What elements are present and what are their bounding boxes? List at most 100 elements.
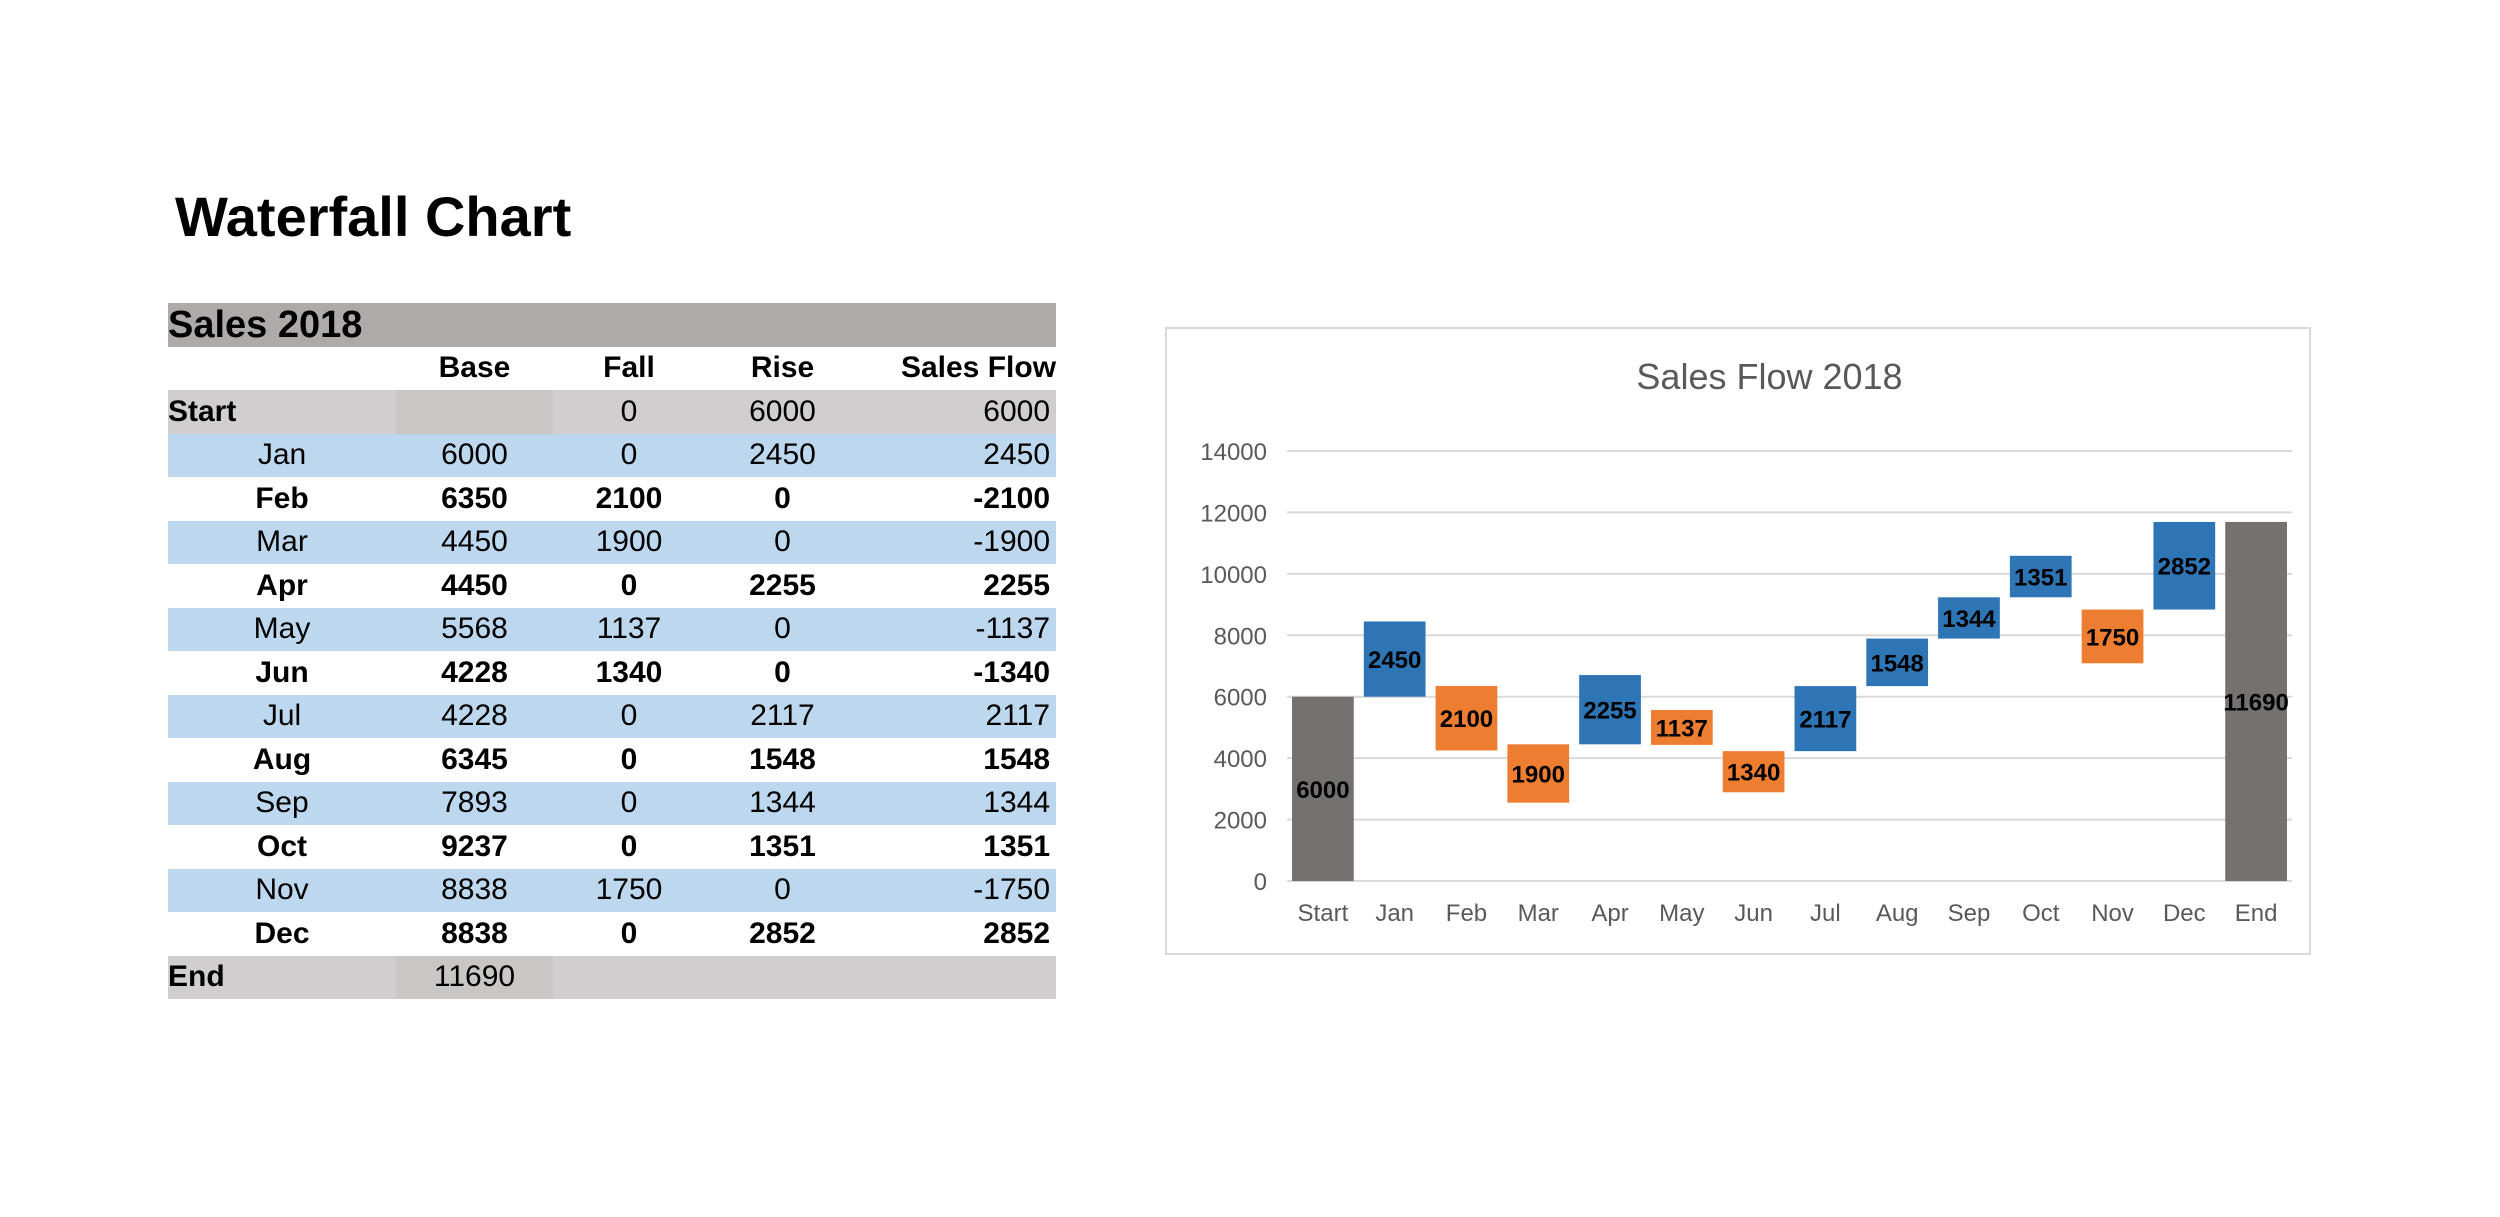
base-cell: 6345 bbox=[396, 738, 553, 782]
sales-flow-cell: -1340 bbox=[860, 651, 1057, 695]
data-label: 1351 bbox=[2014, 565, 2067, 592]
sales-flow-cell: 2117 bbox=[860, 694, 1057, 738]
x-tick-label: Feb bbox=[1446, 900, 1487, 927]
data-label: 2117 bbox=[1799, 707, 1851, 734]
y-tick-label: 0 bbox=[1254, 869, 1267, 896]
x-tick-label: End bbox=[2235, 900, 2278, 927]
y-tick-label: 4000 bbox=[1214, 746, 1267, 773]
table-row: Dec 8838 0 2852 2852 bbox=[168, 912, 1057, 956]
sales-flow-cell: 1548 bbox=[860, 738, 1057, 782]
bar bbox=[1435, 685, 1498, 751]
table-row: Apr 4450 0 2255 2255 bbox=[168, 564, 1057, 608]
fall-cell: 0 bbox=[553, 825, 705, 869]
y-tick-label: 12000 bbox=[1200, 500, 1267, 527]
month-cell: Apr bbox=[168, 564, 396, 608]
rise-cell: 2117 bbox=[705, 694, 860, 738]
data-label: 1750 bbox=[2086, 624, 2139, 651]
sales-table: Sales 2018 Base Fall Rise Sales Flow Sta… bbox=[168, 303, 1057, 999]
bar bbox=[2081, 609, 2144, 664]
bar bbox=[1507, 744, 1570, 803]
x-tick-label: Start bbox=[1298, 900, 1349, 927]
sales-flow-cell: 1344 bbox=[860, 781, 1057, 825]
fall-cell: 1137 bbox=[553, 607, 705, 651]
data-label: 2450 bbox=[1368, 647, 1421, 674]
column-header-sales-flow: Sales Flow bbox=[900, 351, 1057, 385]
month-cell: Aug bbox=[168, 738, 396, 782]
rise-cell: 2852 bbox=[705, 912, 860, 956]
rise-cell: 0 bbox=[705, 607, 860, 651]
column-header-blank bbox=[168, 347, 396, 391]
rise-cell: 1344 bbox=[705, 781, 860, 825]
column-header-rise: Rise bbox=[750, 351, 815, 385]
bar bbox=[1866, 638, 1929, 687]
sales-flow-cell: 1351 bbox=[860, 825, 1057, 869]
bar bbox=[2225, 521, 2287, 881]
fall-cell: 0 bbox=[553, 694, 705, 738]
fall-cell: 0 bbox=[553, 912, 705, 956]
table-title-row: Sales 2018 bbox=[168, 303, 1057, 347]
table-row: Nov 8838 1750 0 -1750 bbox=[168, 868, 1057, 912]
row-label: End bbox=[168, 955, 396, 999]
x-tick-label: Nov bbox=[2091, 900, 2134, 927]
bar bbox=[1292, 696, 1354, 881]
base-cell: 4450 bbox=[396, 520, 553, 564]
data-label: 2852 bbox=[2158, 554, 2211, 581]
fall-cell: 1900 bbox=[553, 520, 705, 564]
sales-flow-cell: 2255 bbox=[860, 564, 1057, 608]
x-tick-label: Dec bbox=[2163, 900, 2206, 927]
data-label: 1344 bbox=[1942, 606, 1996, 633]
x-tick-label: Aug bbox=[1876, 900, 1919, 927]
month-cell: Mar bbox=[168, 520, 396, 564]
fall-cell: 1340 bbox=[553, 651, 705, 695]
data-label: 2255 bbox=[1583, 698, 1636, 725]
waterfall-chart: Sales Flow 2018 0 2000 4000 6000 8000 10000 120… bbox=[1165, 327, 2311, 955]
month-cell: Feb bbox=[168, 477, 396, 521]
table-row: Oct 9237 0 1351 1351 bbox=[168, 825, 1057, 869]
x-tick-label: Jun bbox=[1734, 900, 1773, 927]
empty-cell bbox=[705, 955, 860, 999]
bar bbox=[1650, 709, 1713, 745]
fall-cell: 0 bbox=[553, 433, 705, 477]
column-header-base: Base bbox=[438, 351, 511, 385]
data-label: 6000 bbox=[1296, 777, 1349, 804]
x-tick-label: Mar bbox=[1518, 900, 1559, 927]
base-cell: 9237 bbox=[396, 825, 553, 869]
month-cell: Nov bbox=[168, 868, 396, 912]
table-row: Aug 6345 0 1548 1548 bbox=[168, 738, 1057, 782]
rise-cell: 2450 bbox=[705, 433, 860, 477]
chart-canvas: Sales Flow 2018 0 2000 4000 6000 8000 10000 120… bbox=[1200, 356, 2292, 927]
rise-cell: 0 bbox=[705, 651, 860, 695]
month-cell: Jun bbox=[168, 651, 396, 695]
month-cell: Sep bbox=[168, 781, 396, 825]
table-title: Sales 2018 bbox=[168, 303, 1057, 347]
y-tick-label: 14000 bbox=[1200, 439, 1267, 466]
rise-cell: 0 bbox=[705, 477, 860, 521]
x-tick-label: Sep bbox=[1948, 900, 1991, 927]
sales-flow-cell: 2852 bbox=[860, 912, 1057, 956]
table-row: Mar 4450 1900 0 -1900 bbox=[168, 520, 1057, 564]
data-label: 11690 bbox=[2223, 689, 2288, 716]
fall-cell: 2100 bbox=[553, 477, 705, 521]
empty-cell bbox=[553, 955, 705, 999]
bar bbox=[1938, 597, 2000, 639]
month-cell: Jan bbox=[168, 433, 396, 477]
table-row: Jul 4228 0 2117 2117 bbox=[168, 694, 1057, 738]
x-tick-label: Jul bbox=[1810, 900, 1841, 927]
rise-cell: 0 bbox=[705, 868, 860, 912]
rise-cell: 1548 bbox=[705, 738, 860, 782]
x-tick-label: Jan bbox=[1375, 900, 1414, 927]
data-label: 1548 bbox=[1870, 650, 1923, 677]
base-cell: 4228 bbox=[396, 651, 553, 695]
rise-cell: 2255 bbox=[705, 564, 860, 608]
month-cell: Jul bbox=[168, 694, 396, 738]
y-tick-label: 10000 bbox=[1200, 562, 1267, 589]
base-cell: 5568 bbox=[396, 607, 553, 651]
data-label: 1900 bbox=[1512, 762, 1565, 789]
table-row: May 5568 1137 0 -1137 bbox=[168, 607, 1057, 651]
y-tick-label: 2000 bbox=[1214, 808, 1267, 835]
base-cell: 4450 bbox=[396, 564, 553, 608]
sales-flow-cell: -2100 bbox=[860, 477, 1057, 521]
fall-cell: 1750 bbox=[553, 868, 705, 912]
table-row: Jan 6000 0 2450 2450 bbox=[168, 433, 1057, 477]
row-label: Start bbox=[168, 390, 396, 434]
